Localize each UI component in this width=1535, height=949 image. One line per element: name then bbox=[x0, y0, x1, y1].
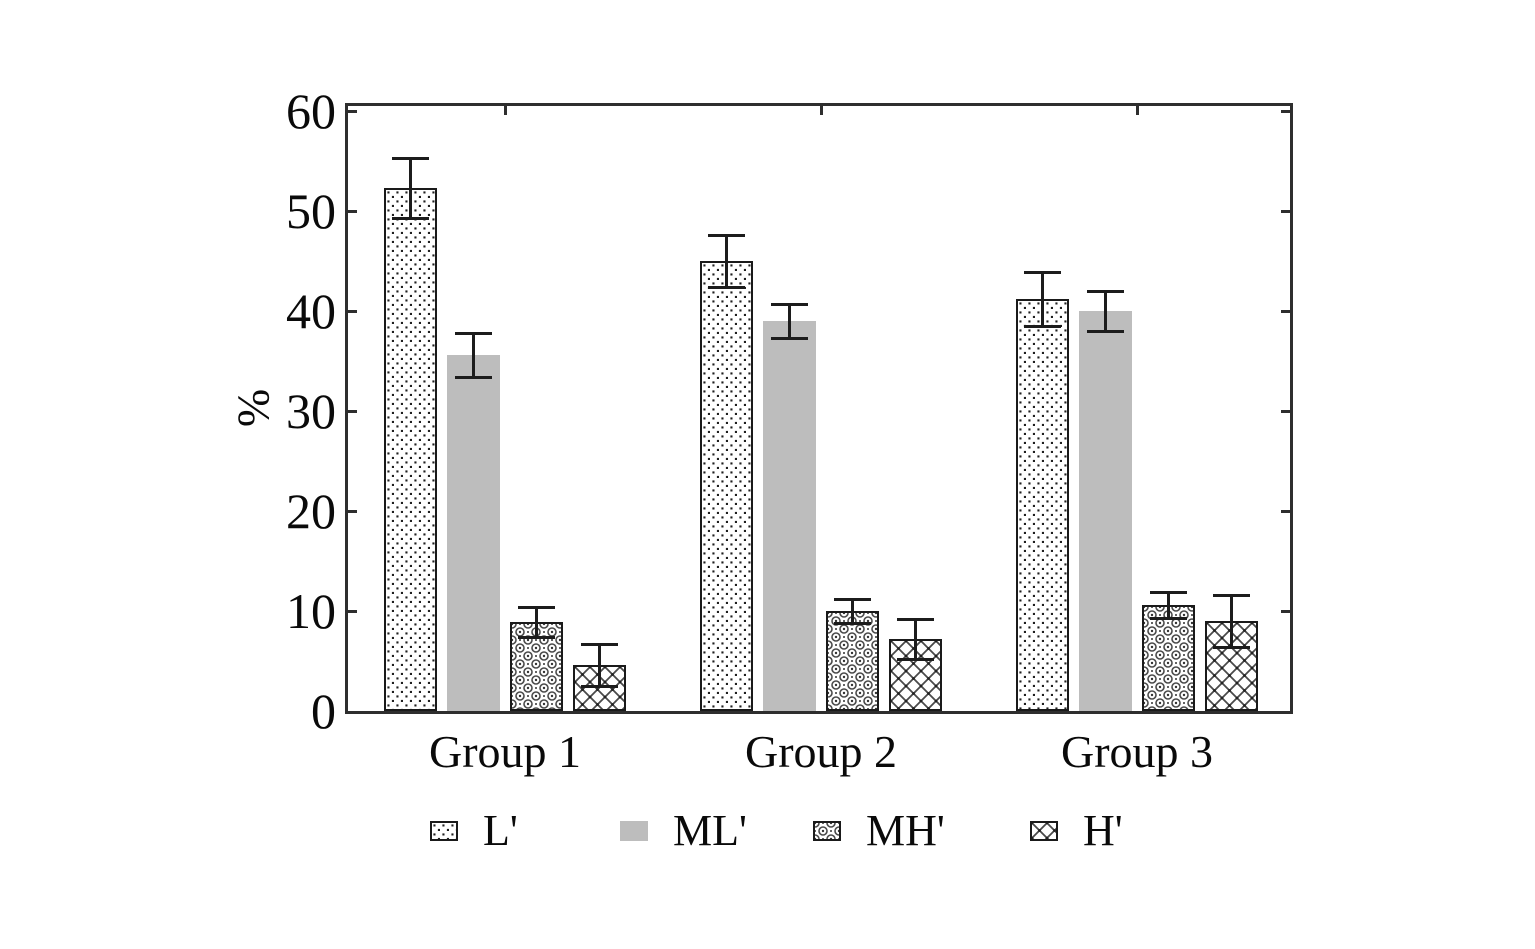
error-bar-stem-mh-group3 bbox=[1167, 592, 1170, 618]
plot-area-frame bbox=[345, 103, 1293, 714]
legend-swatch-l-icon bbox=[430, 821, 458, 841]
y-axis-tick-label: 60 bbox=[286, 83, 336, 139]
y-axis-tick bbox=[348, 609, 357, 613]
error-bar-cap-bottom-mh-group1 bbox=[518, 635, 555, 639]
legend-label-l: L' bbox=[483, 806, 518, 855]
error-bar-cap-bottom-ml-group1 bbox=[455, 375, 492, 379]
y-axis-tick-label: 20 bbox=[286, 483, 336, 539]
error-bar-cap-top-l-group3 bbox=[1024, 270, 1061, 274]
y-axis-tick bbox=[348, 209, 357, 213]
bar-mh-group2 bbox=[826, 611, 879, 711]
error-bar-cap-bottom-l-group1 bbox=[392, 216, 429, 220]
x-axis-category-label: Group 3 bbox=[1060, 726, 1214, 777]
x-axis-category-label: Group 2 bbox=[744, 726, 898, 777]
y-axis-tick-label: 50 bbox=[286, 183, 336, 239]
legend-label-mh: MH' bbox=[866, 806, 945, 855]
legend-item-ml: ML' bbox=[620, 806, 747, 855]
y-axis-tick bbox=[348, 109, 357, 113]
y-axis-tick-label: 10 bbox=[286, 583, 336, 639]
legend-label-ml: ML' bbox=[673, 806, 747, 855]
legend-item-h: H' bbox=[1030, 806, 1123, 855]
legend-label-h: H' bbox=[1083, 806, 1123, 855]
error-bar-cap-top-mh-group1 bbox=[518, 605, 555, 609]
bar-ml-group1 bbox=[447, 355, 500, 711]
y-axis-tick-label: 40 bbox=[286, 283, 336, 339]
error-bar-cap-bottom-l-group3 bbox=[1024, 324, 1061, 328]
x-axis-top-tick bbox=[819, 106, 823, 115]
bar-l-group1 bbox=[384, 188, 437, 711]
error-bar-cap-top-mh-group3 bbox=[1150, 590, 1187, 594]
error-bar-cap-top-ml-group1 bbox=[455, 331, 492, 335]
error-bar-cap-bottom-l-group2 bbox=[708, 285, 745, 289]
error-bar-cap-bottom-h-group1 bbox=[581, 684, 618, 688]
y-axis-tick bbox=[348, 509, 357, 513]
y-axis-tick bbox=[348, 309, 357, 313]
x-axis-top-tick bbox=[503, 106, 507, 115]
y-axis-tick-right bbox=[1281, 109, 1290, 113]
error-bar-cap-bottom-mh-group3 bbox=[1150, 616, 1187, 620]
error-bar-stem-l-group3 bbox=[1041, 272, 1044, 326]
bar-l-group3 bbox=[1016, 299, 1069, 711]
legend-swatch-ml-icon bbox=[620, 821, 648, 841]
error-bar-stem-ml-group3 bbox=[1104, 291, 1107, 331]
error-bar-cap-top-mh-group2 bbox=[834, 597, 871, 601]
error-bar-cap-top-h-group1 bbox=[581, 642, 618, 646]
error-bar-cap-bottom-ml-group2 bbox=[771, 336, 808, 340]
error-bar-cap-bottom-h-group3 bbox=[1213, 645, 1250, 649]
error-bar-cap-top-l-group2 bbox=[708, 233, 745, 237]
y-axis-tick-right bbox=[1281, 309, 1290, 313]
y-axis-tick-right bbox=[1281, 609, 1290, 613]
bar-ml-group3 bbox=[1079, 311, 1132, 711]
error-bar-stem-l-group2 bbox=[725, 235, 728, 287]
y-axis-tick-label: 30 bbox=[286, 383, 336, 439]
error-bar-cap-bottom-h-group2 bbox=[897, 657, 934, 661]
error-bar-cap-bottom-ml-group3 bbox=[1087, 329, 1124, 333]
bar-l-group2 bbox=[700, 261, 753, 711]
error-bar-cap-top-ml-group2 bbox=[771, 302, 808, 306]
y-axis-tick-right bbox=[1281, 409, 1290, 413]
error-bar-cap-top-ml-group3 bbox=[1087, 289, 1124, 293]
error-bar-stem-h-group1 bbox=[598, 644, 601, 686]
y-axis-tick-right bbox=[1281, 509, 1290, 513]
error-bar-cap-top-h-group3 bbox=[1213, 593, 1250, 597]
x-axis-category-label: Group 1 bbox=[428, 726, 582, 777]
y-axis-tick-label: 0 bbox=[311, 683, 336, 739]
error-bar-stem-h-group2 bbox=[914, 619, 917, 659]
legend-swatch-mh-icon bbox=[813, 821, 841, 841]
x-axis-top-tick bbox=[1135, 106, 1139, 115]
legend-swatch-h-icon bbox=[1030, 821, 1058, 841]
error-bar-stem-ml-group2 bbox=[788, 304, 791, 338]
y-axis-tick bbox=[348, 409, 357, 413]
error-bar-stem-l-group1 bbox=[409, 158, 412, 218]
error-bar-cap-top-h-group2 bbox=[897, 617, 934, 621]
legend-item-l: L' bbox=[430, 806, 518, 855]
error-bar-cap-bottom-mh-group2 bbox=[834, 621, 871, 625]
y-axis-tick-right bbox=[1281, 209, 1290, 213]
error-bar-stem-ml-group1 bbox=[472, 333, 475, 377]
error-bar-stem-mh-group2 bbox=[851, 599, 854, 623]
error-bar-cap-top-l-group1 bbox=[392, 156, 429, 160]
bar-mh-group3 bbox=[1142, 605, 1195, 711]
error-bar-stem-h-group3 bbox=[1230, 595, 1233, 647]
error-bar-stem-mh-group1 bbox=[535, 607, 538, 637]
bar-ml-group2 bbox=[763, 321, 816, 711]
legend-item-mh: MH' bbox=[813, 806, 945, 855]
